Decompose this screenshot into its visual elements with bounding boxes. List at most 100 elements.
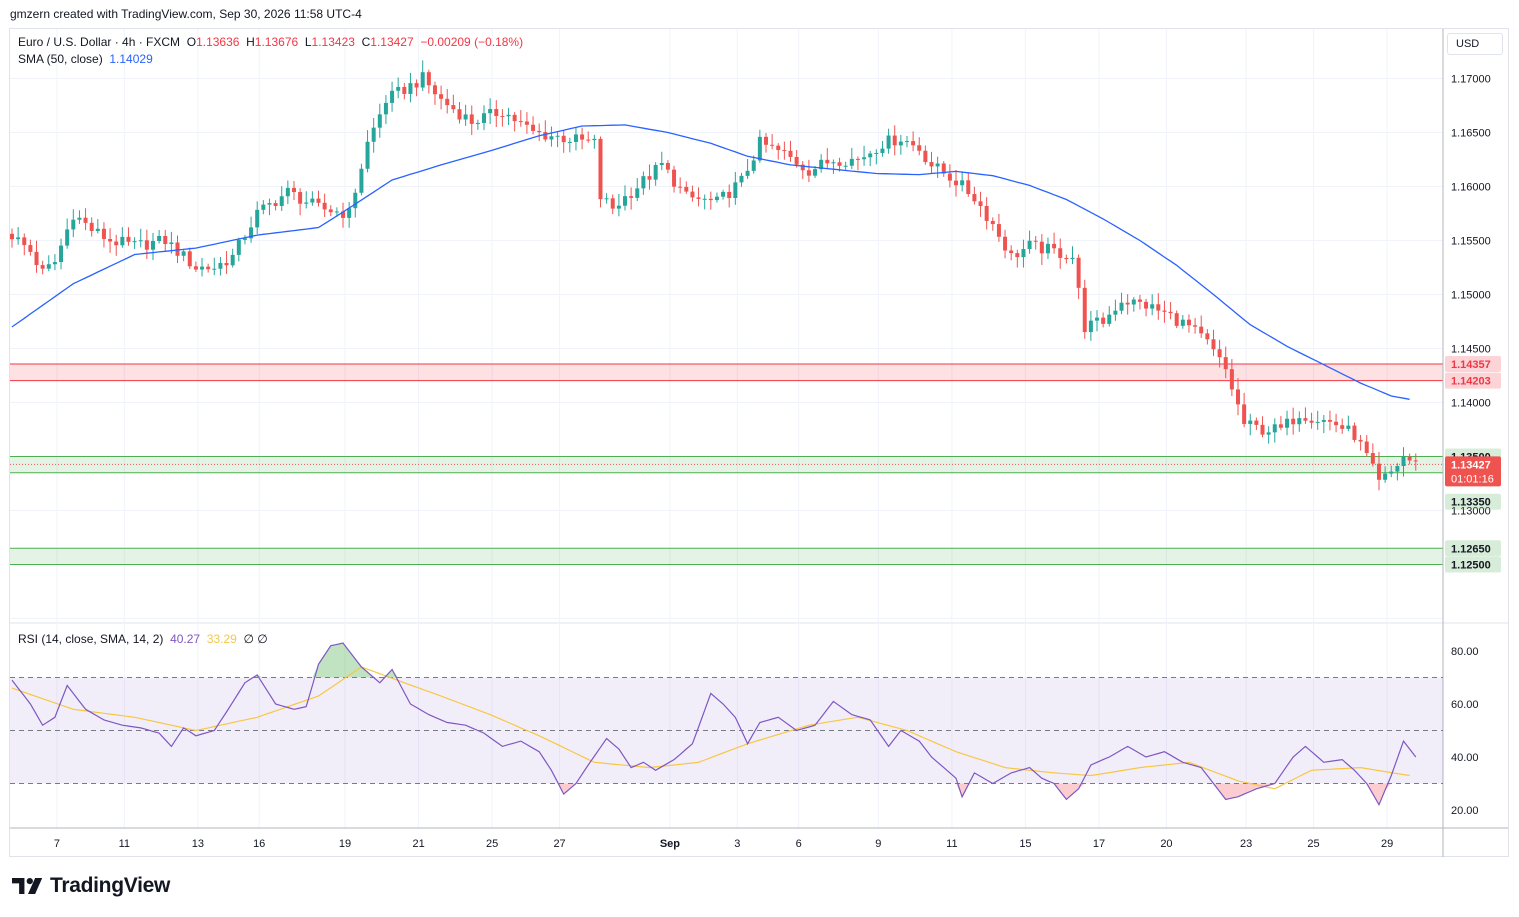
price-tick-label: 1.17000 (1451, 74, 1491, 86)
candle-body (89, 222, 94, 231)
price-tick-label: 1.13000 (1451, 506, 1491, 518)
time-tick-label: 7 (54, 838, 60, 850)
price-tick-label: 1.16500 (1451, 128, 1491, 140)
candles (10, 60, 1418, 491)
candle-body (475, 122, 480, 124)
candle-body (518, 121, 523, 123)
tag-red-top-bg (1445, 355, 1501, 372)
candle-body (714, 196, 719, 201)
candle-body (592, 138, 597, 141)
candle-body (65, 229, 70, 246)
candle-body (800, 164, 805, 171)
candle-body (954, 180, 959, 186)
rsi-legend: RSI (14, close, SMA, 14, 2) 40.27 33.29 … (18, 632, 268, 646)
candle-body (95, 228, 100, 231)
candle-body (52, 262, 57, 265)
candle-body (494, 108, 499, 117)
candle-body (175, 242, 180, 256)
time-tick-label: 11 (119, 838, 130, 850)
candle-body (1364, 441, 1369, 454)
candle-body (960, 180, 965, 186)
candle-body (249, 227, 254, 239)
candle-body (1131, 299, 1136, 305)
price-tick-label: 1.14000 (1451, 398, 1491, 410)
candle-body (580, 134, 585, 140)
candle-body (757, 136, 762, 161)
candle-body (886, 135, 891, 149)
candle-body (512, 114, 517, 122)
candle-body (255, 209, 260, 228)
tag-green-bottom: 1.13350 (1451, 497, 1491, 509)
zone-rect-0 (10, 363, 1443, 381)
candle-body (1413, 460, 1418, 462)
candle-body (150, 241, 155, 250)
candle-body (1045, 243, 1050, 254)
price-tick-label: 1.16000 (1451, 182, 1491, 194)
time-tick-label: 15 (1019, 838, 1031, 850)
candle-body (770, 144, 775, 146)
candle-body (1144, 301, 1149, 309)
candle-body (739, 175, 744, 183)
candle-body (126, 236, 131, 242)
candle-body (377, 114, 382, 128)
tag-current: 1.13427 (1451, 459, 1491, 471)
candle-body (868, 153, 873, 158)
candle-body (917, 145, 922, 151)
candle-body (806, 170, 811, 176)
candle-body (776, 145, 781, 151)
sma-value: 1.14029 (109, 52, 153, 66)
time-tick-label: 17 (1093, 838, 1105, 850)
candle-body (1064, 257, 1069, 260)
candle-body (635, 188, 640, 198)
candle-body (71, 219, 76, 230)
candle-body (941, 163, 946, 174)
candle-body (892, 135, 897, 146)
candle-body (1101, 317, 1106, 324)
zone-rect-1 (10, 456, 1443, 473)
candle-body (1334, 421, 1339, 426)
candle-body (549, 136, 554, 140)
tag-green2-top: 1.12650 (1451, 543, 1491, 555)
candle-body (193, 266, 198, 270)
candle-body (1009, 250, 1014, 254)
candle-body (813, 169, 818, 176)
tradingview-logo[interactable]: TradingView (12, 874, 170, 898)
candle-body (849, 158, 854, 166)
candle-body (862, 157, 867, 160)
tag-red-top: 1.14357 (1451, 359, 1491, 371)
time-tick-label: 16 (253, 838, 265, 850)
candle-body (929, 162, 934, 167)
candle-body (230, 254, 235, 266)
currency-selector[interactable]: USD (1447, 33, 1503, 55)
candle-body (298, 192, 303, 204)
candle-body (101, 228, 106, 239)
candle-body (1211, 339, 1216, 350)
candle-body (28, 245, 33, 252)
candle-body (978, 201, 983, 207)
candle-body (1119, 302, 1124, 311)
rsi-tick-label: 60.00 (1451, 699, 1479, 711)
candle-body (708, 198, 713, 201)
candle-body (733, 182, 738, 198)
candle-body (782, 150, 787, 152)
candle-body (1340, 425, 1345, 429)
candle-body (1150, 304, 1155, 309)
candle-body (751, 160, 756, 171)
sma-label: SMA (50, close) (18, 52, 103, 66)
tag-red-bottom-bg (1445, 372, 1501, 389)
candle-body (414, 83, 419, 88)
candle-body (1376, 463, 1381, 480)
candle-body (598, 138, 603, 200)
candle-body (1180, 319, 1185, 326)
candle-body (291, 187, 296, 193)
zone-rect-2 (10, 548, 1443, 565)
candle-body (966, 180, 971, 195)
candle-body (1254, 420, 1259, 425)
legend-change: −0.00209 (−0.18%) (420, 35, 524, 49)
candle-body (745, 170, 750, 176)
time-tick-label: 25 (486, 838, 498, 850)
candle-body (236, 239, 241, 255)
candle-body (537, 130, 542, 133)
candle-body (610, 198, 615, 209)
